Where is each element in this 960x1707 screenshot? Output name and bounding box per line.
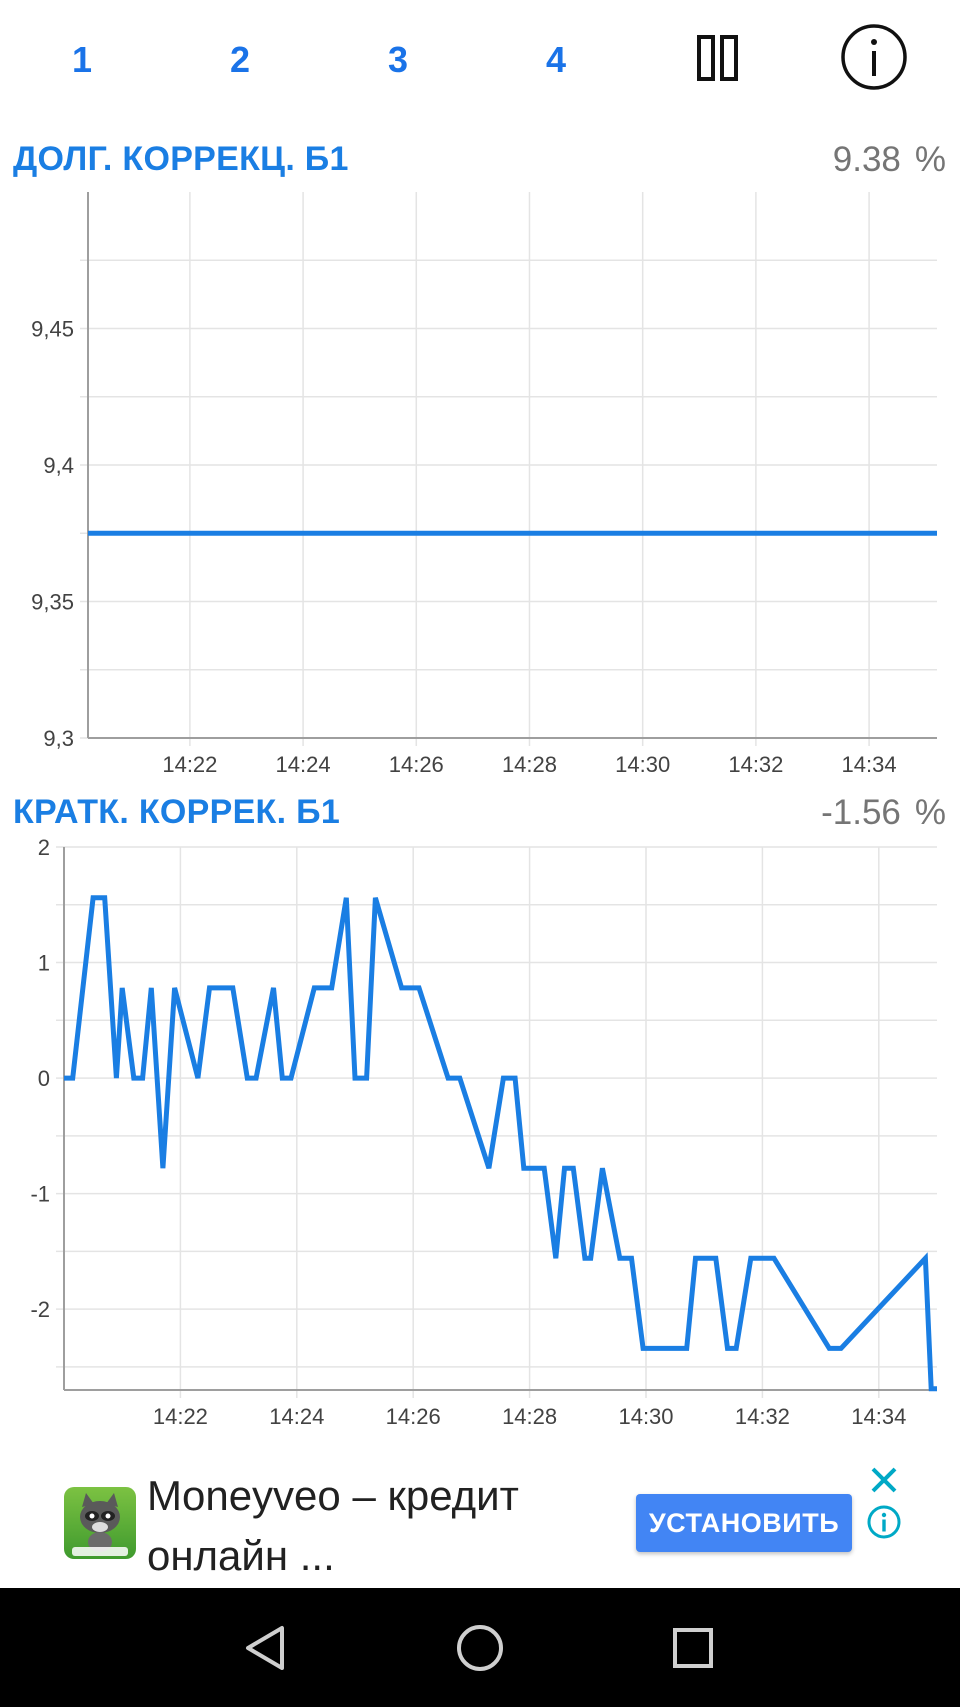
install-button[interactable]: УСТАНОВИТЬ xyxy=(636,1494,852,1552)
pause-icon xyxy=(697,35,738,81)
chart-2-value: -1.56% xyxy=(821,793,946,833)
chart-2-title: КРАТК. КОРРЕК. Б1 xyxy=(13,793,341,831)
chart-2-y-tick-label: 0 xyxy=(38,1066,50,1091)
recents-square-icon xyxy=(673,1628,713,1668)
chart-1-y-tick-label: 9,3 xyxy=(43,726,74,751)
chart-1-x-tick-label: 14:30 xyxy=(615,752,670,777)
tab-1[interactable]: 1 xyxy=(71,39,93,80)
chart-2-value-number: -1.56 xyxy=(821,793,901,832)
pause-button[interactable] xyxy=(682,22,752,92)
chart-1-y-tick-label: 9,35 xyxy=(31,590,74,615)
short-term-fuel-trim-chart: -2 -1 0 1 2 14:22 14:24 14:26 14:28 14:30 14:32 14:… xyxy=(30,835,937,1429)
system-nav-bar xyxy=(0,1588,960,1707)
ad-app-logo[interactable] xyxy=(64,1487,136,1559)
chart-1-unit: % xyxy=(914,140,946,179)
chart-1-x-tick-label: 14:26 xyxy=(389,752,444,777)
chart-1-x-tick-label: 14:34 xyxy=(842,752,897,777)
back-triangle-icon xyxy=(246,1626,284,1670)
ad-banner[interactable]: Moneyveo – кредит онлайн ... УСТАНОВИТЬ xyxy=(0,1452,960,1588)
chart-2-x-tick-label: 14:22 xyxy=(153,1404,208,1429)
recents-button[interactable] xyxy=(663,1618,723,1678)
raccoon-icon xyxy=(72,1493,128,1556)
home-button[interactable] xyxy=(450,1618,510,1678)
chart-2-x-tick-label: 14:26 xyxy=(386,1404,441,1429)
chart-1-x-tick-label: 14:32 xyxy=(728,752,783,777)
top-tab-bar: 1 2 3 4 xyxy=(0,0,960,120)
chart-2-x-tick-label: 14:30 xyxy=(618,1404,673,1429)
chart-1-value: 9.38% xyxy=(833,140,946,180)
info-button[interactable] xyxy=(839,22,909,92)
close-icon xyxy=(871,1467,897,1493)
chart-2-y-tick-label: -2 xyxy=(30,1297,50,1322)
chart-1-x-tick-label: 14:28 xyxy=(502,752,557,777)
long-term-fuel-trim-chart: 9,3 9,35 9,4 9,45 14:22 14:24 14:26 14:28 14:30 1… xyxy=(31,192,937,777)
chart-1-y-tick-label: 9,45 xyxy=(31,317,74,342)
chart-2-y-tick-label: -1 xyxy=(30,1182,50,1207)
chart-2-series-line xyxy=(64,895,937,1392)
chart-2-x-tick-label: 14:34 xyxy=(851,1404,906,1429)
chart-1-x-tick-label: 14:24 xyxy=(276,752,331,777)
ad-title[interactable]: Moneyveo – кредит онлайн ... xyxy=(147,1472,519,1579)
chart-2-y-tick-label: 1 xyxy=(38,951,50,976)
chart-2-y-tick-label: 2 xyxy=(38,835,50,860)
chart-2-x-tick-label: 14:24 xyxy=(269,1404,324,1429)
chart-1-value-number: 9.38 xyxy=(832,140,901,179)
tab-2[interactable]: 2 xyxy=(229,39,251,80)
chart-1-y-tick-label: 9,4 xyxy=(43,453,74,478)
chart-2-x-tick-label: 14:28 xyxy=(502,1404,557,1429)
chart-1-title: ДОЛГ. КОРРЕКЦ. Б1 xyxy=(13,140,349,178)
tab-3[interactable]: 3 xyxy=(387,39,409,80)
info-icon xyxy=(841,24,907,90)
tab-4[interactable]: 4 xyxy=(545,39,567,80)
back-button[interactable] xyxy=(236,1618,296,1678)
chart-2-x-tick-label: 14:32 xyxy=(735,1404,790,1429)
chart-2-unit: % xyxy=(914,793,946,832)
chart-1-x-tick-label: 14:22 xyxy=(162,752,217,777)
ad-info-icon xyxy=(867,1505,901,1539)
home-circle-icon xyxy=(457,1625,503,1671)
ad-close-button[interactable] xyxy=(866,1462,902,1498)
ad-info-button[interactable] xyxy=(866,1504,902,1540)
